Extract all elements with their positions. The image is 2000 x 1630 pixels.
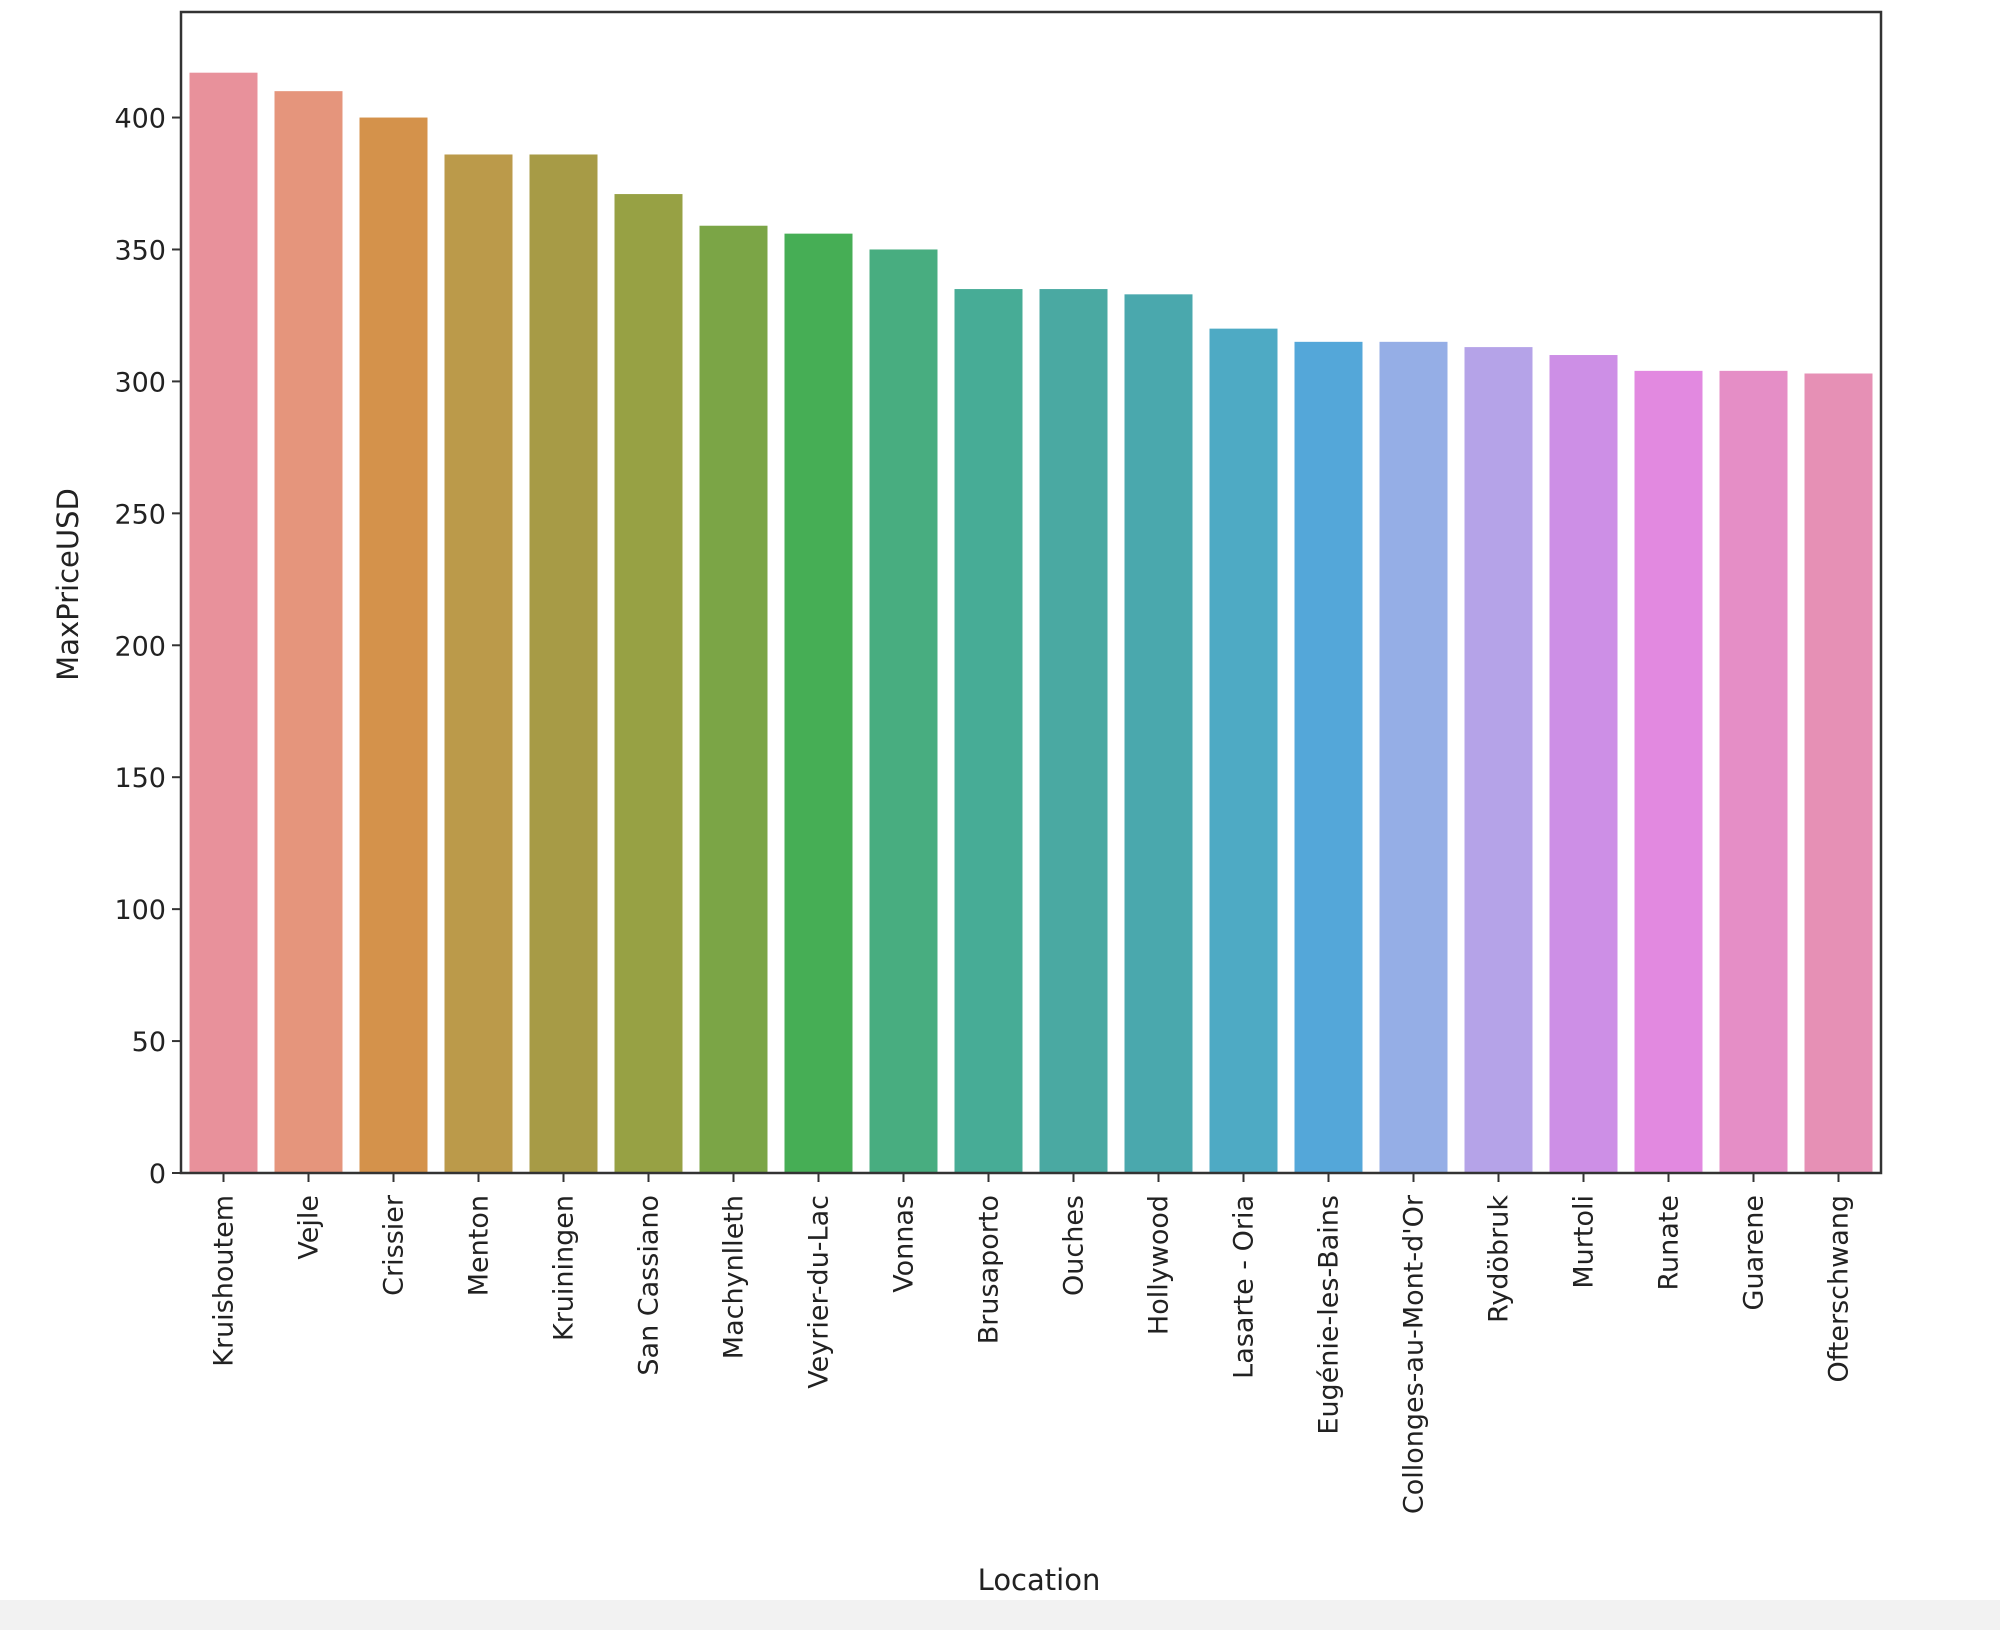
x-tick-label-10: Ouches xyxy=(1059,1195,1090,1296)
window-bottom-edge xyxy=(0,1600,2000,1630)
x-tick-label-8: Vonnas xyxy=(889,1195,920,1293)
bars xyxy=(189,72,1873,1174)
x-tick-label-3: Menton xyxy=(464,1195,495,1296)
bar-7 xyxy=(784,233,853,1174)
x-tick-label-5: San Cassiano xyxy=(634,1195,665,1376)
bar-14 xyxy=(1379,341,1448,1173)
x-tick-label-6: Machynlleth xyxy=(719,1195,750,1359)
y-tick-label-3: 150 xyxy=(114,763,166,794)
bar-1 xyxy=(274,91,343,1174)
x-tick-label-18: Guarene xyxy=(1739,1195,1770,1310)
x-tick-label-0: Kruishoutem xyxy=(209,1195,240,1367)
x-tick-label-13: Eugénie-les-Bains xyxy=(1314,1195,1345,1435)
y-tick-label-0: 0 xyxy=(149,1159,166,1190)
x-tick-label-12: Lasarte - Oria xyxy=(1229,1195,1260,1379)
bar-0 xyxy=(189,72,258,1174)
bar-6 xyxy=(699,225,768,1173)
x-axis-ticks: Kruishoutem Vejle Crissier Menton Kruiningen… xyxy=(209,1173,1855,1514)
y-tick-label-8: 400 xyxy=(114,104,166,135)
y-tick-label-4: 200 xyxy=(114,631,166,662)
y-tick-label-1: 50 xyxy=(132,1027,166,1058)
bar-9 xyxy=(954,289,1023,1173)
x-tick-label-11: Hollywood xyxy=(1144,1195,1175,1335)
bar-16 xyxy=(1549,355,1618,1174)
bar-15 xyxy=(1464,347,1533,1173)
bar-12 xyxy=(1209,328,1278,1173)
plot-frame xyxy=(179,10,1883,1175)
bar-18 xyxy=(1719,370,1788,1173)
x-tick-label-17: Runate xyxy=(1654,1195,1685,1291)
bar-17 xyxy=(1634,370,1703,1173)
x-tick-label-14: Collonges-au-Mont-d'Or xyxy=(1399,1194,1430,1514)
bar-8 xyxy=(869,249,938,1173)
bar-4 xyxy=(529,154,598,1174)
bar-5 xyxy=(614,194,683,1173)
bar-3 xyxy=(444,154,513,1174)
x-tick-label-2: Crissier xyxy=(379,1194,410,1296)
bar-2 xyxy=(359,117,428,1174)
y-tick-label-6: 300 xyxy=(114,367,166,398)
x-axis-title: Location xyxy=(978,1563,1101,1597)
x-tick-label-16: Murtoli xyxy=(1569,1195,1600,1289)
y-tick-label-2: 100 xyxy=(114,895,166,926)
bar-10 xyxy=(1039,289,1108,1173)
x-tick-label-7: Veyrier-du-Lac xyxy=(804,1195,835,1389)
y-tick-label-5: 250 xyxy=(114,499,166,530)
y-axis-ticks: 0 50 100 150 200 250 300 350 400 xyxy=(114,104,181,1190)
y-tick-label-7: 350 xyxy=(114,235,166,266)
bar-19 xyxy=(1804,373,1873,1174)
x-tick-label-4: Kruiningen xyxy=(549,1195,580,1341)
x-tick-label-9: Brusaporto xyxy=(974,1195,1005,1344)
x-tick-label-19: Ofterschwang xyxy=(1824,1195,1855,1382)
y-axis-title: MaxPriceUSD xyxy=(51,488,85,681)
x-tick-label-15: Rydöbruk xyxy=(1484,1195,1515,1323)
bar-13 xyxy=(1294,341,1363,1173)
bar-11 xyxy=(1124,294,1193,1173)
x-tick-label-1: Vejle xyxy=(294,1195,325,1260)
